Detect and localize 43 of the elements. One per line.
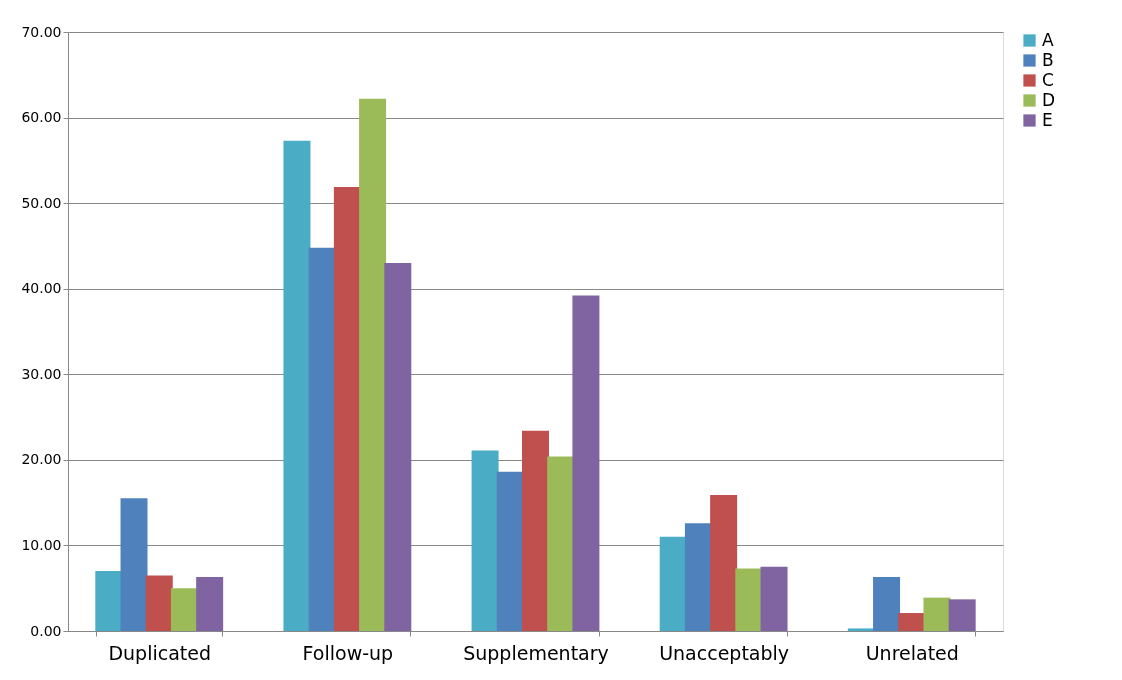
bar bbox=[283, 140, 311, 631]
y-tick-label: 10.00 bbox=[21, 536, 62, 553]
legend-label: B bbox=[1042, 49, 1054, 70]
y-tick-label: 20.00 bbox=[21, 451, 62, 468]
bar bbox=[710, 494, 738, 631]
x-tick-label: Duplicated bbox=[108, 641, 212, 664]
y-tick-label: 70.00 bbox=[21, 23, 62, 40]
bar bbox=[760, 566, 788, 631]
y-tick-label: 40.00 bbox=[21, 280, 62, 297]
bar bbox=[547, 456, 575, 631]
bar bbox=[471, 450, 499, 631]
bar bbox=[170, 588, 198, 631]
bar bbox=[496, 471, 524, 631]
bar bbox=[196, 577, 224, 631]
legend-label: A bbox=[1042, 29, 1054, 50]
legend-label: D bbox=[1042, 89, 1056, 110]
bar bbox=[308, 247, 336, 631]
bar bbox=[384, 263, 412, 631]
legend-label: C bbox=[1042, 69, 1054, 90]
bar bbox=[522, 430, 549, 631]
y-tick-label: 0.00 bbox=[30, 622, 62, 639]
y-tick-label: 30.00 bbox=[21, 365, 62, 382]
bar bbox=[898, 613, 926, 631]
bar bbox=[659, 536, 687, 631]
bar bbox=[948, 599, 976, 631]
x-tick-label: Unacceptably bbox=[659, 641, 790, 664]
bar bbox=[735, 568, 763, 631]
bar bbox=[873, 577, 901, 631]
bar bbox=[923, 597, 951, 631]
x-tick-label: Unrelated bbox=[865, 641, 959, 664]
bar bbox=[120, 498, 148, 631]
bar bbox=[333, 186, 361, 631]
bar bbox=[359, 98, 387, 631]
x-tick-label: Follow-up bbox=[302, 641, 394, 664]
legend-label: E bbox=[1042, 109, 1053, 130]
bar bbox=[145, 575, 173, 631]
bar bbox=[572, 295, 600, 631]
bar bbox=[847, 628, 875, 631]
x-tick-label: Supplementary bbox=[463, 641, 609, 664]
y-tick-label: 50.00 bbox=[21, 194, 62, 211]
bar bbox=[684, 523, 712, 631]
bar bbox=[95, 571, 123, 631]
y-tick-label: 60.00 bbox=[21, 109, 62, 126]
